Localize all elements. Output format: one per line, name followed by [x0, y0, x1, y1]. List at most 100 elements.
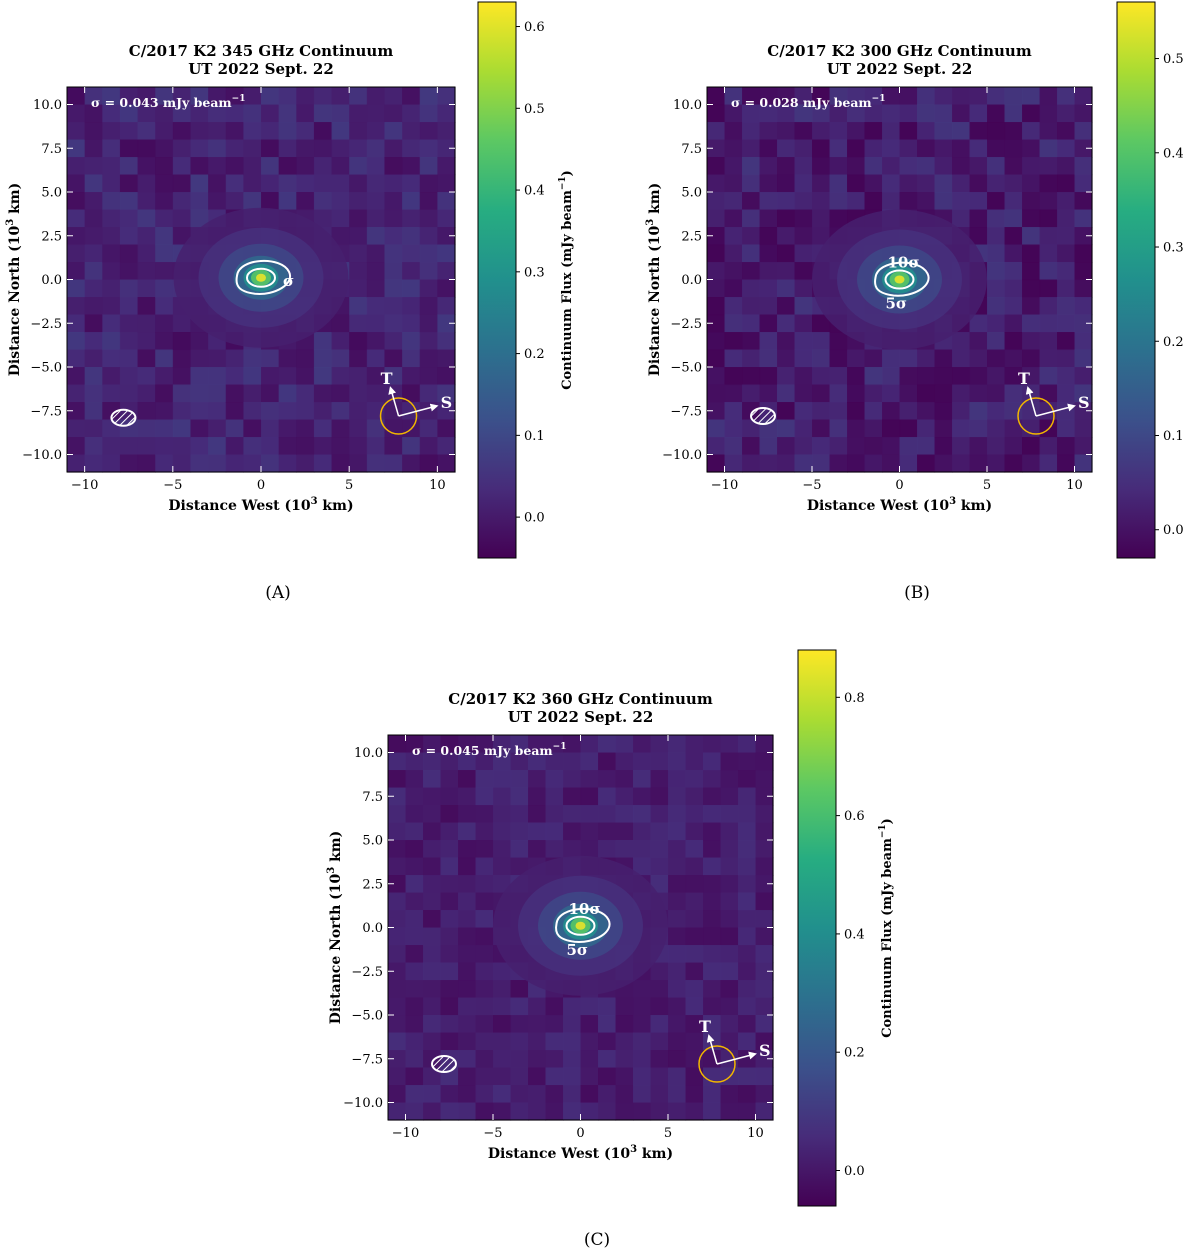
colorbar-tick-label: 0.4 [524, 184, 545, 199]
trail-arrow [388, 386, 400, 417]
heatmap-cell [84, 332, 103, 351]
heatmap-cell [137, 437, 156, 456]
heatmap-cell [864, 367, 883, 386]
heatmap-cell [528, 1032, 547, 1051]
heatmap-cell [1057, 314, 1076, 333]
coma-emission [256, 273, 266, 282]
heatmap-cell [1057, 104, 1076, 123]
heatmap-cell [208, 367, 227, 386]
heatmap-cell [724, 384, 743, 403]
heatmap-cell [969, 157, 988, 176]
heatmap-cell [190, 139, 209, 158]
contour-10sigma [246, 267, 276, 288]
heatmap-cell [738, 787, 757, 806]
heatmap-cell [742, 192, 761, 211]
heatmap-cell [137, 297, 156, 316]
heatmap-cell [475, 857, 494, 876]
heatmap-cell [243, 402, 262, 421]
heatmap-cell [724, 349, 743, 368]
heatmap-cell [685, 1050, 704, 1069]
heatmap-cell [738, 1050, 757, 1069]
heatmap-cell [720, 910, 739, 929]
heatmap-cell [952, 332, 971, 351]
heatmap-cell [510, 1032, 529, 1051]
heatmap-cell [598, 997, 617, 1016]
heatmap-cell [402, 297, 421, 316]
heatmap-cell [598, 1102, 617, 1121]
heatmap-cell [1074, 227, 1093, 246]
heatmap-cell [402, 209, 421, 228]
heatmap-cell [278, 157, 297, 176]
heatmap-cell [84, 87, 103, 106]
heatmap-cell [102, 87, 121, 106]
heatmap-cell [243, 139, 262, 158]
heatmap-cell [84, 262, 103, 281]
heatmap-cell [777, 419, 796, 438]
heatmap-cell [987, 262, 1006, 281]
heatmap-cell [208, 454, 227, 473]
heatmap-cell [755, 787, 774, 806]
heatmap-cell [67, 402, 86, 421]
heatmap-cell [987, 227, 1006, 246]
heatmap-cell [137, 174, 156, 193]
heatmap-cell [742, 122, 761, 141]
heatmap-cell [759, 139, 778, 158]
heatmap-cell [119, 367, 139, 386]
heatmap-cell [668, 1032, 687, 1051]
heatmap-cell [510, 1067, 529, 1086]
heatmap-cell [563, 997, 582, 1016]
heatmap-cell [137, 367, 156, 386]
x-tick-label: −10 [71, 478, 98, 493]
heatmap-cell [847, 157, 866, 176]
heatmap-cell [668, 910, 687, 929]
heatmap-cell [419, 279, 438, 298]
heatmap-cell [1057, 367, 1076, 386]
heatmap-cell [987, 332, 1006, 351]
heatmap-cell [703, 910, 722, 929]
heatmap-cell [1074, 419, 1093, 438]
heatmap-cell [952, 419, 971, 438]
heatmap-cell [278, 122, 297, 141]
heatmap-cell [720, 1102, 739, 1121]
heatmap-cell [1004, 227, 1023, 246]
heatmap-cell [882, 367, 901, 386]
heatmap-cell [580, 1050, 599, 1069]
contour-5sigma [874, 261, 930, 297]
heatmap-cell [777, 262, 796, 281]
heatmap-cell [1004, 402, 1023, 421]
heatmap-cell [278, 419, 297, 438]
heatmap-cell [934, 384, 953, 403]
heatmap-cell [510, 980, 529, 999]
panel-label: (C) [584, 1230, 610, 1250]
heatmap-cell [633, 805, 652, 824]
heatmap-cell [475, 910, 494, 929]
heatmap-cell [1022, 262, 1041, 281]
heatmap-cell [313, 419, 333, 438]
heatmap-cell [366, 209, 386, 228]
heatmap-cell [864, 139, 883, 158]
heatmap-cell [423, 735, 442, 754]
heatmap-cell [1004, 367, 1023, 386]
heatmap-cell [563, 1067, 582, 1086]
heatmap-cell [313, 192, 333, 211]
heatmap-cell [261, 402, 280, 421]
heatmap-cell [899, 349, 918, 368]
heatmap-cell [759, 87, 778, 106]
heatmap-cell [405, 962, 424, 981]
heatmap-cell [419, 384, 438, 403]
contour-5sigma [235, 259, 292, 295]
heatmap-cell [615, 787, 634, 806]
heatmap-cell [119, 87, 139, 106]
heatmap-cell [475, 997, 494, 1016]
heatmap-cell [812, 227, 831, 246]
heatmap-cell [847, 454, 866, 473]
heatmap-cell [615, 822, 634, 841]
chart-subtitle: UT 2022 Sept. 22 [827, 60, 973, 78]
heatmap-cell [402, 454, 421, 473]
heatmap-cell [650, 770, 669, 789]
heatmap-cell [261, 349, 280, 368]
heatmap-cell [419, 104, 438, 123]
heatmap-cell [703, 752, 722, 771]
heatmap-cell [475, 1032, 494, 1051]
heatmap-cell [1022, 192, 1041, 211]
